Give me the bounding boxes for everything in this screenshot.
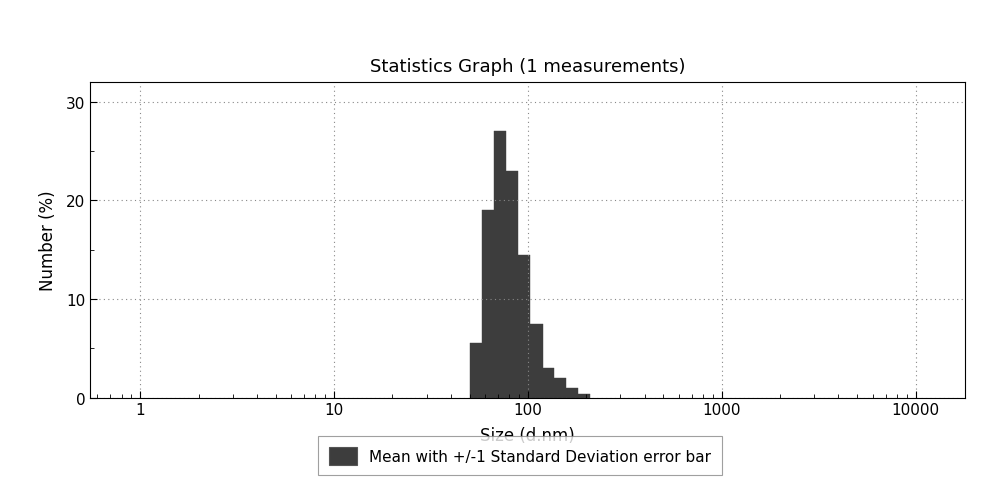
Bar xyxy=(518,255,530,398)
Bar xyxy=(506,171,518,398)
X-axis label: Size (d.nm): Size (d.nm) xyxy=(480,426,575,444)
Bar xyxy=(578,394,590,398)
Y-axis label: Number (%): Number (%) xyxy=(39,190,57,290)
Bar xyxy=(530,324,543,398)
Bar xyxy=(494,132,506,398)
Legend: Mean with +/-1 Standard Deviation error bar: Mean with +/-1 Standard Deviation error … xyxy=(318,437,722,475)
Title: Statistics Graph (1 measurements): Statistics Graph (1 measurements) xyxy=(370,58,685,76)
Bar xyxy=(566,388,578,398)
Bar xyxy=(554,378,566,398)
Bar xyxy=(482,211,494,398)
Bar xyxy=(543,368,554,398)
Bar xyxy=(470,344,482,398)
